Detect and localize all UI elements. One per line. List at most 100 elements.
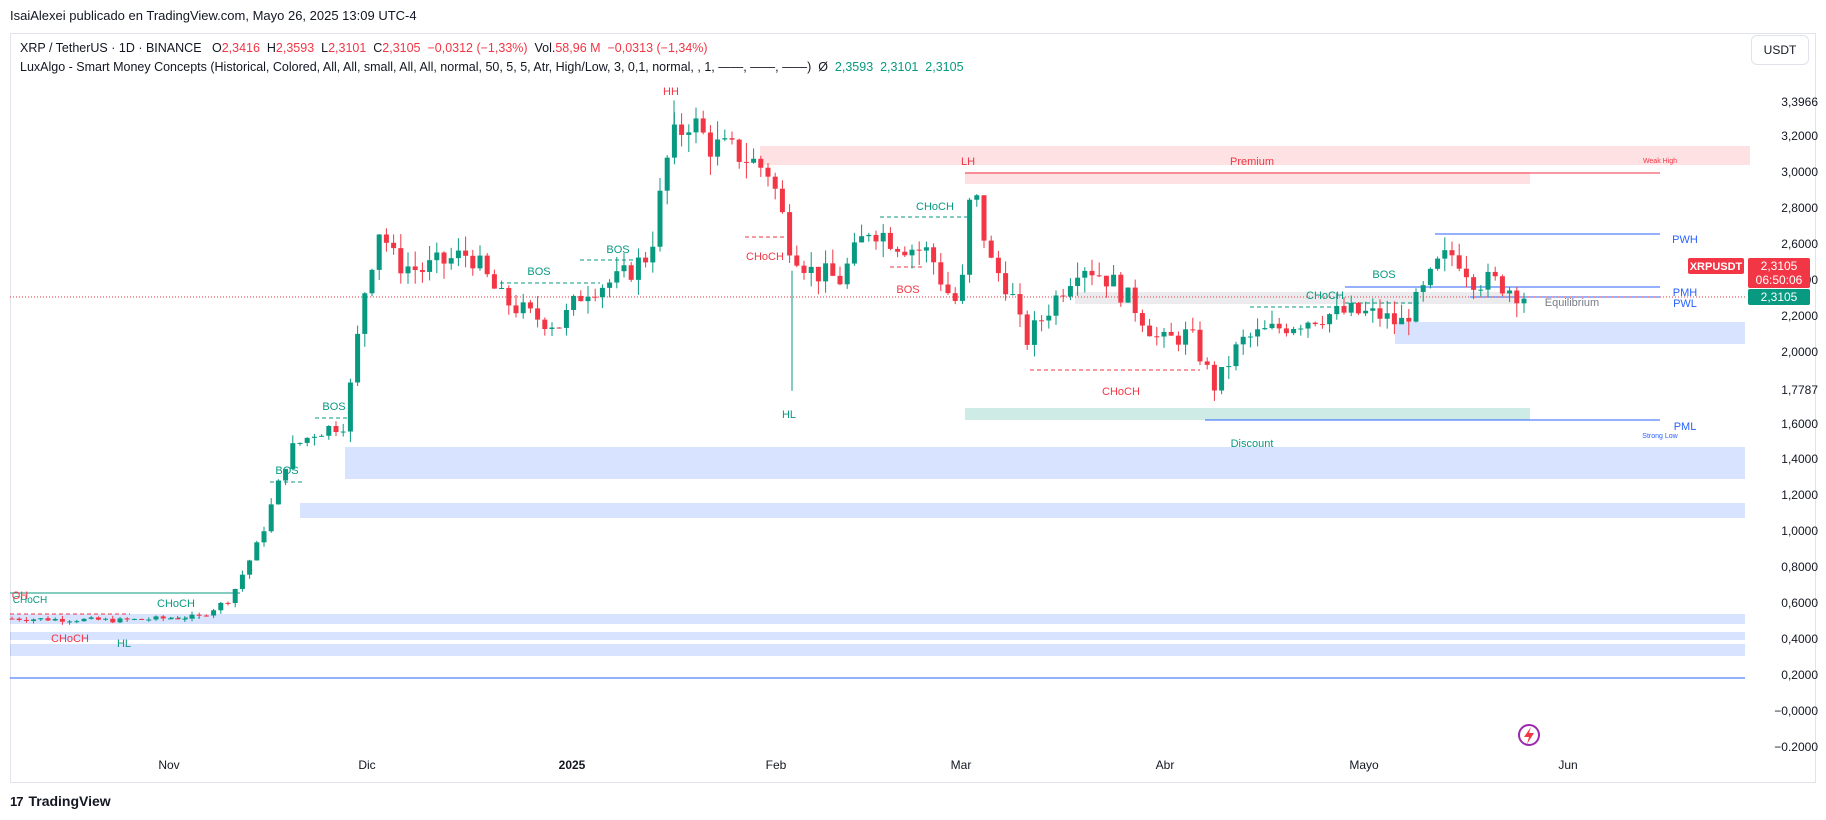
candle-body: [239, 574, 245, 589]
y-axis-tick-label: 1,4000: [1781, 452, 1818, 466]
candle-body: [167, 618, 173, 620]
candle-body: [326, 426, 332, 436]
candle-body: [1075, 277, 1081, 287]
candle-body: [1456, 255, 1462, 269]
annotation-label: CHoCH: [916, 201, 954, 213]
equilibrium-zone: [1075, 292, 1515, 304]
candle-body: [405, 266, 411, 274]
candle-body: [304, 437, 310, 443]
price-badge-text: 2,3105: [1761, 259, 1798, 273]
candle-body: [189, 614, 195, 619]
candle-body: [700, 118, 706, 133]
candle-body: [1240, 336, 1246, 345]
x-axis-tick-label: Nov: [158, 758, 179, 772]
candle-body: [1283, 328, 1289, 334]
currency-button[interactable]: USDT: [1751, 35, 1809, 65]
candle-body: [268, 504, 274, 532]
candle-body: [1010, 294, 1016, 296]
candle-body: [1334, 305, 1340, 315]
candle-body: [527, 302, 533, 309]
candle-body: [362, 293, 368, 334]
candle-body: [1024, 314, 1030, 345]
x-axis-tick-label: Feb: [766, 758, 787, 772]
candle-body: [499, 287, 505, 289]
candle-body: [945, 284, 951, 294]
candle-body: [52, 618, 58, 621]
candle-body: [275, 480, 281, 505]
premium-zone-inner: [965, 172, 1530, 184]
candle-body: [1111, 274, 1117, 287]
candle-body: [139, 618, 145, 620]
annotation-label: OH: [12, 590, 29, 602]
candle-body: [1341, 305, 1347, 313]
y-axis-tick-label: −0.2000: [1774, 740, 1818, 754]
annotation-label: BOS: [1372, 269, 1395, 281]
candle-body: [297, 442, 303, 444]
volume-value: 58,96 M: [555, 41, 601, 55]
x-axis-tick-label: Mayo: [1349, 758, 1379, 772]
candle-body: [974, 195, 980, 200]
y-axis-tick-label: −0,0000: [1774, 704, 1818, 718]
annotation-label: BOS: [606, 244, 629, 256]
candle-body: [866, 234, 872, 237]
order-block: [10, 644, 1745, 656]
candle-body: [1118, 274, 1124, 303]
y-axis-tick-label: 3,3966: [1781, 95, 1818, 109]
candle-body: [959, 274, 965, 301]
candle-body: [448, 258, 454, 264]
candle-body: [376, 234, 382, 270]
candle-body: [1449, 250, 1455, 256]
candle-body: [369, 269, 375, 294]
candle-body: [1175, 335, 1181, 345]
candle-body: [902, 251, 908, 256]
candle-body: [686, 132, 692, 135]
candle-body: [59, 618, 65, 622]
annotation-label: CHoCH: [13, 595, 47, 606]
candle-body: [743, 161, 749, 163]
candle-body: [931, 247, 937, 263]
candle-body: [131, 618, 137, 620]
candle-body: [340, 431, 346, 433]
candle-body: [923, 247, 929, 251]
candle-body: [1514, 290, 1520, 304]
flash-icon: [1518, 724, 1540, 746]
candle-body: [1017, 294, 1023, 315]
annotation-label: BOS: [527, 266, 550, 278]
indicator-label[interactable]: LuxAlgo - Smart Money Concepts (Historic…: [20, 60, 812, 74]
candle-body: [1103, 275, 1109, 287]
candle-body: [628, 265, 634, 280]
candle-body: [578, 295, 584, 302]
candle-body: [1197, 329, 1203, 362]
indicator-row[interactable]: LuxAlgo - Smart Money Concepts (Historic…: [20, 60, 964, 74]
candle-body: [995, 257, 1001, 274]
candle-body: [880, 232, 886, 242]
volume-change: −0,0313 (−1,34%): [607, 41, 708, 55]
candle-body: [1039, 320, 1045, 322]
premium-zone: [760, 146, 1750, 165]
annotation-label: PWH: [1672, 234, 1698, 246]
candle-body: [419, 270, 425, 272]
candle-body: [232, 588, 238, 604]
chart-legend: XRP / TetherUS · 1D · BINANCE O2,3416 H2…: [20, 39, 964, 77]
candle-body: [556, 327, 562, 329]
candle-body: [391, 242, 397, 249]
tradingview-logo-icon: 17: [10, 793, 24, 809]
candle-body: [1298, 328, 1304, 330]
y-axis-tick-label: 0,2000: [1781, 668, 1818, 682]
candle-body: [427, 260, 433, 272]
candle-body: [225, 602, 231, 604]
candle-body: [952, 293, 958, 301]
candle-body: [1391, 313, 1397, 325]
annotation-label: BOS: [322, 401, 345, 413]
candle-body: [1089, 270, 1095, 276]
candle-body: [1255, 329, 1261, 337]
candle-body: [772, 176, 778, 189]
candle-body: [679, 124, 685, 135]
y-axis-tick-label: 2,0000: [1781, 345, 1818, 359]
candle-body: [1139, 313, 1145, 326]
candle-body: [347, 382, 353, 432]
candle-body: [412, 266, 418, 271]
candle-body: [1406, 317, 1412, 322]
symbol-label[interactable]: XRP / TetherUS · 1D · BINANCE: [20, 41, 202, 55]
